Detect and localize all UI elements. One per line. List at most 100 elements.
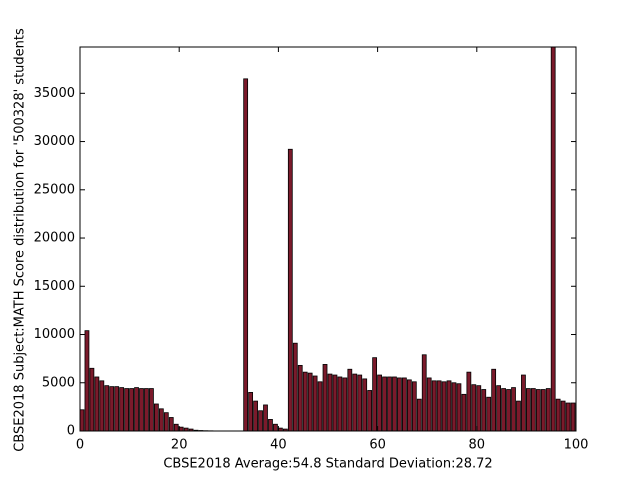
- bar: [471, 384, 477, 432]
- bar: [441, 381, 447, 432]
- y-tick-label: 35000: [34, 86, 75, 101]
- bar: [451, 382, 457, 432]
- bar: [411, 381, 417, 432]
- bar: [501, 388, 506, 432]
- bar: [352, 373, 358, 432]
- bar: [511, 387, 516, 432]
- bar: [521, 374, 526, 432]
- bar: [401, 377, 407, 432]
- bar: [392, 376, 397, 432]
- y-tick-label: 15000: [34, 279, 75, 294]
- bar: [178, 426, 184, 432]
- bar: [362, 378, 368, 432]
- bar: [124, 388, 130, 432]
- plot-frame: [79, 46, 577, 432]
- bar: [287, 148, 293, 432]
- bar: [426, 377, 432, 432]
- bar: [372, 357, 378, 432]
- bar: [466, 371, 472, 432]
- bar: [248, 392, 254, 432]
- bar: [139, 388, 144, 432]
- bar: [506, 389, 511, 432]
- bar: [322, 364, 328, 432]
- x-tick-label: 0: [76, 438, 84, 453]
- bar: [550, 46, 556, 432]
- bar: [173, 423, 179, 432]
- bar: [545, 388, 551, 432]
- bar: [367, 390, 373, 432]
- bar: [89, 367, 95, 432]
- bar: [397, 377, 402, 432]
- y-tick-label: 25000: [34, 182, 75, 197]
- y-tick-label: 0: [67, 424, 75, 439]
- x-tick-label: 40: [270, 438, 287, 453]
- bar: [357, 374, 363, 432]
- bar: [406, 379, 412, 432]
- bar: [332, 374, 338, 432]
- bar: [104, 385, 110, 432]
- bar: [168, 417, 174, 432]
- bar: [382, 376, 387, 432]
- bar: [570, 402, 576, 432]
- bar: [342, 377, 348, 432]
- bar: [99, 380, 105, 432]
- bar: [491, 368, 497, 432]
- bar: [436, 380, 442, 432]
- bar: [94, 376, 100, 432]
- bar: [119, 387, 125, 432]
- bar: [530, 388, 536, 432]
- bar: [476, 385, 482, 432]
- bar: [377, 374, 382, 432]
- bar: [540, 389, 546, 432]
- bar: [302, 371, 308, 432]
- bar: [263, 404, 268, 432]
- bar: [297, 364, 303, 432]
- bar: [535, 389, 541, 432]
- bar: [456, 383, 462, 432]
- bar: [416, 398, 422, 432]
- bar: [163, 412, 169, 432]
- bar: [560, 400, 566, 432]
- bar: [158, 408, 164, 432]
- bar: [516, 400, 521, 432]
- x-tick-label: 80: [469, 438, 486, 453]
- bar: [327, 373, 333, 432]
- bar: [496, 385, 502, 432]
- bar: [337, 376, 343, 432]
- bar: [134, 387, 139, 432]
- bar: [347, 368, 353, 432]
- bar: [243, 78, 249, 432]
- bar: [149, 388, 154, 432]
- y-tick-label: 30000: [34, 134, 75, 149]
- x-axis-label: CBSE2018 Average:54.8 Standard Deviation…: [163, 457, 492, 472]
- bar: [565, 402, 571, 432]
- bar: [317, 381, 323, 432]
- bar: [153, 403, 159, 432]
- bar: [431, 380, 437, 432]
- bar: [109, 386, 115, 432]
- x-tick-label: 100: [564, 438, 589, 453]
- bar: [486, 396, 492, 432]
- y-tick-label: 20000: [34, 231, 75, 246]
- bar: [114, 386, 120, 432]
- x-tick-label: 20: [171, 438, 188, 453]
- bar: [144, 388, 149, 432]
- bar: [312, 375, 318, 432]
- bar: [446, 380, 452, 432]
- bar: [387, 376, 392, 432]
- y-tick-label: 5000: [42, 375, 75, 390]
- bar: [129, 388, 134, 432]
- bar: [253, 400, 258, 432]
- bar: [292, 342, 298, 432]
- x-tick-label: 60: [369, 438, 386, 453]
- bar: [421, 354, 427, 432]
- bar: [526, 388, 531, 432]
- bar: [273, 423, 278, 432]
- y-axis-label: CBSE2018 Subject:MATH Score distribution…: [13, 28, 28, 452]
- y-tick-label: 10000: [34, 327, 75, 342]
- bar: [481, 389, 487, 432]
- bar: [84, 330, 90, 432]
- bar: [307, 372, 313, 432]
- bar: [555, 398, 561, 432]
